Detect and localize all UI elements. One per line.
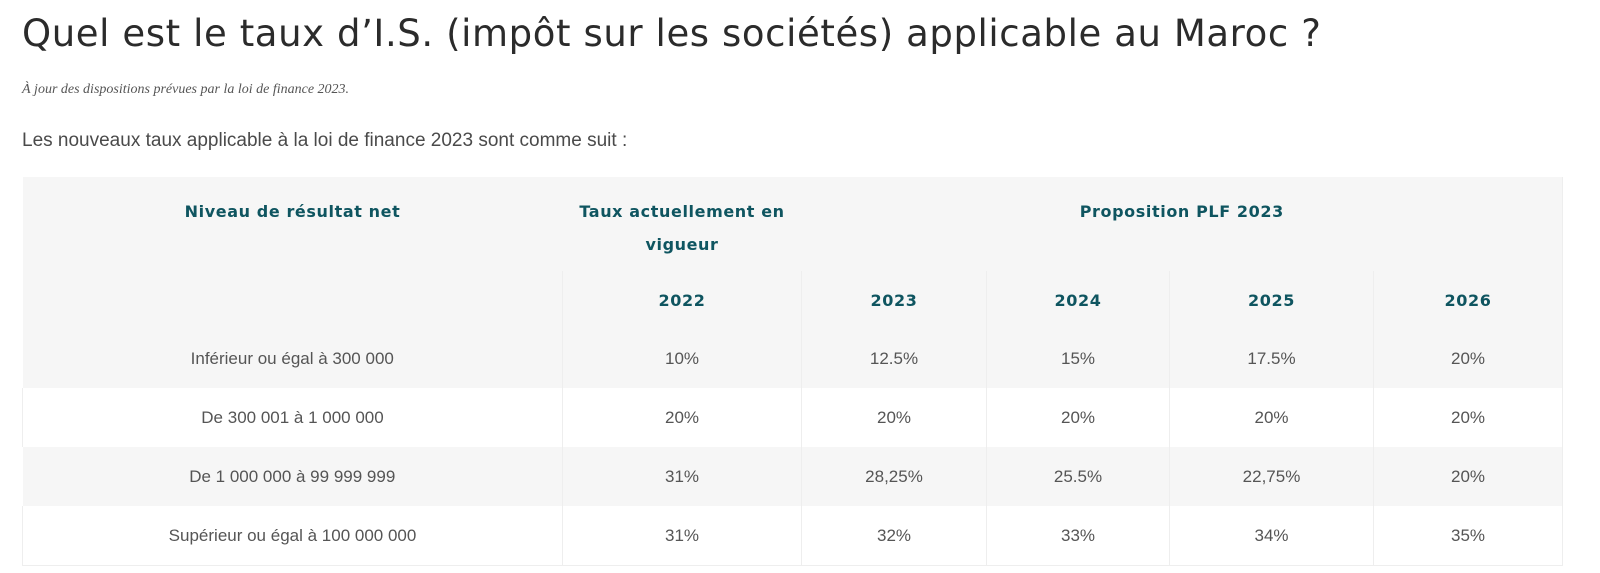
table-row: De 300 001 à 1 000 000 20% 20% 20% 20% 2… bbox=[22, 388, 1563, 447]
rate-cell: 31% bbox=[562, 506, 802, 566]
page-title: Quel est le taux d’I.S. (impôt sur les s… bbox=[22, 12, 1322, 55]
row-label: De 300 001 à 1 000 000 bbox=[22, 388, 563, 447]
rate-cell: 20% bbox=[562, 388, 802, 447]
header-plf-proposal: Proposition PLF 2023 bbox=[801, 177, 1563, 271]
table-row: Inférieur ou égal à 300 000 10% 12.5% 15… bbox=[22, 329, 1563, 388]
rate-cell: 32% bbox=[801, 506, 987, 566]
header-blank-cell bbox=[22, 271, 563, 329]
rate-cell: 20% bbox=[1372, 388, 1563, 447]
rate-cell: 34% bbox=[1169, 506, 1374, 566]
row-label: De 1 000 000 à 99 999 999 bbox=[22, 447, 563, 506]
intro-paragraph: Les nouveaux taux applicable à la loi de… bbox=[22, 130, 628, 151]
table-row: De 1 000 000 à 99 999 999 31% 28,25% 25.… bbox=[22, 447, 1563, 506]
header-current-rate: Taux actuellement en vigueur bbox=[562, 177, 802, 271]
rate-cell: 35% bbox=[1372, 506, 1563, 566]
tax-rate-table: Niveau de résultat net Taux actuellement… bbox=[22, 177, 1564, 566]
rate-cell: 20% bbox=[1372, 329, 1563, 388]
update-note: À jour des dispositions prévues par la l… bbox=[22, 82, 350, 97]
header-level: Niveau de résultat net bbox=[22, 177, 563, 271]
table-header-row: Niveau de résultat net Taux actuellement… bbox=[22, 177, 1563, 271]
rate-cell: 20% bbox=[801, 388, 987, 447]
rate-cell: 28,25% bbox=[801, 447, 987, 506]
rate-cell: 33% bbox=[986, 506, 1170, 566]
header-year-2026: 2026 bbox=[1372, 271, 1563, 329]
header-year-2025: 2025 bbox=[1169, 271, 1374, 329]
table-row: Supérieur ou égal à 100 000 000 31% 32% … bbox=[22, 506, 1563, 566]
row-label: Inférieur ou égal à 300 000 bbox=[22, 329, 563, 388]
rate-cell: 12.5% bbox=[801, 329, 987, 388]
header-year-2024: 2024 bbox=[986, 271, 1170, 329]
rate-cell: 20% bbox=[1169, 388, 1374, 447]
rate-cell: 10% bbox=[562, 329, 802, 388]
rate-cell: 17.5% bbox=[1169, 329, 1374, 388]
rate-cell: 20% bbox=[986, 388, 1170, 447]
rate-cell: 20% bbox=[1372, 447, 1563, 506]
table-year-row: 2022 2023 2024 2025 2026 bbox=[22, 271, 1563, 329]
rate-cell: 22,75% bbox=[1169, 447, 1374, 506]
rate-cell: 25.5% bbox=[986, 447, 1170, 506]
rate-cell: 31% bbox=[562, 447, 802, 506]
row-label: Supérieur ou égal à 100 000 000 bbox=[22, 506, 563, 566]
header-year-2022: 2022 bbox=[562, 271, 802, 329]
header-year-2023: 2023 bbox=[801, 271, 987, 329]
rate-cell: 15% bbox=[986, 329, 1170, 388]
